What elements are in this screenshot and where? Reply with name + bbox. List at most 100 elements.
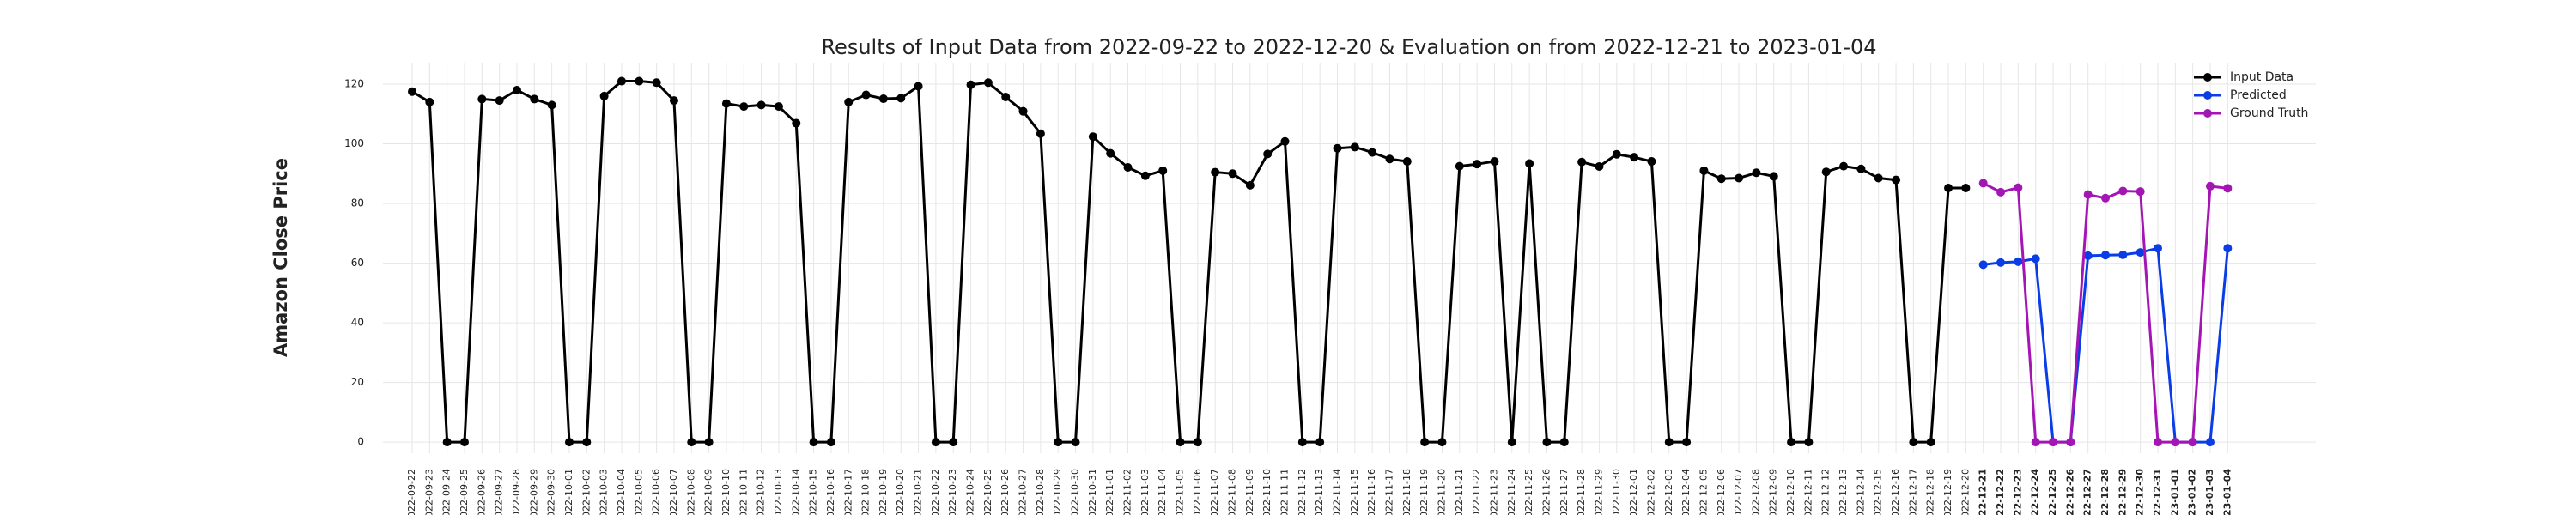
- x-tick-label: 2022-12-16: [1890, 469, 1901, 515]
- point: [2171, 438, 2180, 447]
- x-tick-label: 2023-01-02: [2187, 469, 2198, 515]
- x-tick-label: 2022-12-29: [2117, 469, 2128, 515]
- point: [1892, 175, 1901, 185]
- point: [1909, 438, 1918, 447]
- point: [1228, 169, 1237, 179]
- x-tick-label: 2022-11-28: [1576, 469, 1587, 515]
- legend-swatch: [2203, 91, 2212, 100]
- x-tick-label: 2022-10-05: [633, 469, 644, 515]
- point: [1961, 183, 1971, 192]
- y-tick-label: 0: [357, 436, 364, 448]
- point: [1996, 258, 2006, 267]
- point: [1211, 167, 1220, 177]
- x-tick-label: 2022-10-11: [738, 469, 749, 515]
- point: [983, 78, 993, 88]
- point: [2136, 187, 2145, 197]
- point: [2154, 438, 2162, 447]
- x-tick-label: 2022-11-16: [1366, 469, 1377, 515]
- point: [1507, 438, 1516, 447]
- point: [739, 102, 749, 112]
- point: [477, 94, 487, 104]
- point: [2101, 193, 2111, 203]
- x-tick-label: 2022-12-11: [1802, 469, 1814, 515]
- x-tick-label: 2022-12-18: [1925, 469, 1936, 515]
- x-tick-label: 2022-12-23: [2012, 469, 2023, 515]
- x-tick-label: 2022-10-01: [563, 469, 574, 515]
- point: [1245, 180, 1255, 190]
- y-tick-label: 60: [351, 257, 364, 269]
- point: [1158, 166, 1168, 175]
- y-tick-label: 40: [351, 317, 364, 329]
- x-tick-label: 2022-11-19: [1419, 469, 1430, 515]
- point: [2031, 254, 2040, 264]
- point: [1647, 157, 1656, 167]
- point: [721, 99, 731, 108]
- point: [1682, 438, 1692, 447]
- point: [1088, 132, 1097, 142]
- legend-swatch: [2203, 109, 2212, 118]
- point: [1978, 179, 1988, 188]
- point: [861, 90, 871, 100]
- point: [1664, 438, 1674, 447]
- point: [1490, 157, 1499, 167]
- point: [2066, 438, 2075, 447]
- legend-label: Ground Truth: [2230, 106, 2308, 120]
- point: [1716, 174, 1726, 184]
- point: [1473, 160, 1482, 169]
- x-tick-label: 2022-10-17: [842, 469, 854, 515]
- point: [949, 438, 958, 447]
- point: [1420, 438, 1430, 447]
- point: [966, 80, 975, 89]
- point: [1630, 153, 1639, 162]
- x-tick-label: 2022-11-20: [1436, 469, 1447, 515]
- point: [1368, 148, 1377, 157]
- point: [1787, 438, 1796, 447]
- x-tick-label: 2022-12-06: [1716, 469, 1727, 515]
- x-tick-label: 2022-10-12: [756, 469, 767, 515]
- point: [1699, 166, 1709, 175]
- x-tick-label: 2022-11-08: [1227, 469, 1238, 515]
- x-tick-label: 2022-09-29: [528, 469, 539, 515]
- point: [1978, 260, 1988, 270]
- x-tick-label: 2022-10-28: [1035, 469, 1046, 515]
- x-tick-label: 2022-11-09: [1244, 469, 1255, 515]
- x-tick-label: 2022-11-22: [1471, 469, 1482, 515]
- x-tick-label: 2022-12-10: [1785, 469, 1796, 515]
- x-tick-label: 2022-10-07: [668, 469, 679, 515]
- x-tick-label: 2022-11-27: [1558, 469, 1570, 515]
- x-tick-label: 2022-10-21: [913, 469, 924, 515]
- x-tick-label: 2022-11-18: [1401, 469, 1413, 515]
- y-axis-label: Amazon Close Price: [270, 158, 291, 357]
- point: [1577, 157, 1587, 167]
- x-tick-label: 2022-11-11: [1279, 469, 1291, 515]
- point: [635, 76, 644, 86]
- x-tick-label: 2022-10-25: [982, 469, 993, 515]
- point: [2223, 244, 2233, 253]
- x-tick-label: 2022-11-12: [1297, 469, 1308, 515]
- point: [1054, 438, 1063, 447]
- point: [687, 438, 696, 447]
- point: [1612, 149, 1621, 159]
- x-tick-label: 2022-10-09: [703, 469, 714, 515]
- x-tick-label: 2022-11-13: [1314, 469, 1325, 515]
- point: [1333, 143, 1342, 153]
- point: [1595, 161, 1604, 171]
- point: [1437, 438, 1447, 447]
- point: [2014, 183, 2023, 192]
- x-tick-label: 2022-12-24: [2030, 469, 2041, 515]
- x-tick-label: 2022-12-15: [1873, 469, 1884, 515]
- point: [1385, 154, 1394, 164]
- x-tick-label: 2022-11-30: [1611, 469, 1622, 515]
- x-tick-label: 2022-12-12: [1820, 469, 1832, 515]
- x-tick-label: 2022-12-25: [2047, 469, 2058, 515]
- point: [1036, 129, 1045, 138]
- x-tick-label: 2022-12-05: [1698, 469, 1709, 515]
- point: [1926, 438, 1935, 447]
- x-tick-label: 2022-12-17: [1907, 469, 1918, 515]
- point: [1402, 157, 1412, 167]
- x-tick-label: 2022-10-04: [616, 469, 627, 515]
- x-tick-label: 2022-11-29: [1593, 469, 1604, 515]
- x-tick-label: 2022-09-22: [406, 469, 417, 515]
- x-tick-label: 2022-12-03: [1663, 469, 1674, 515]
- point: [931, 438, 940, 447]
